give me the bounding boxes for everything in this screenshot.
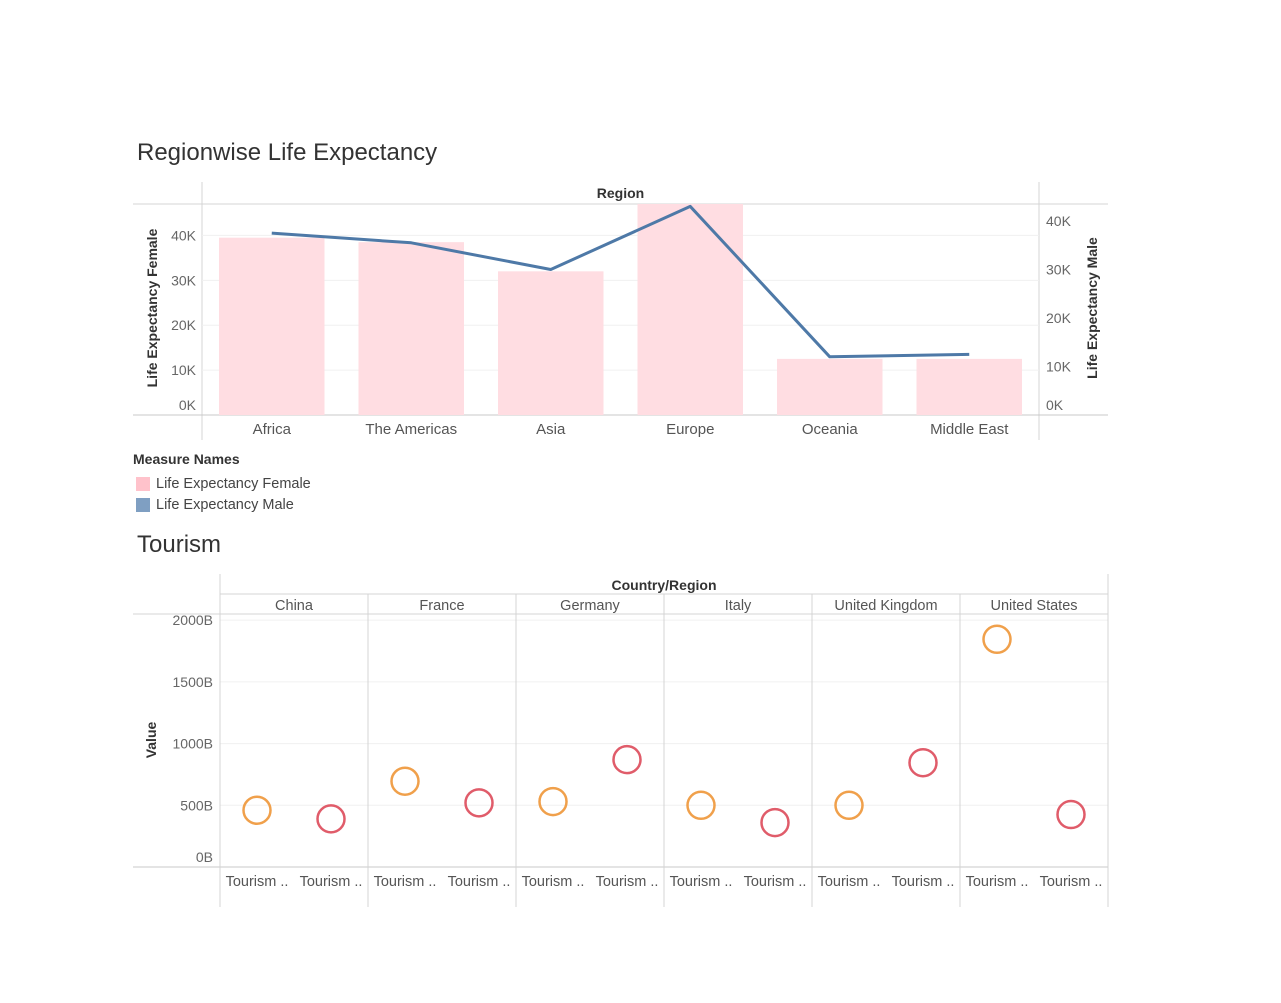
y-axis-title-right: Life Expectancy Male [1084, 237, 1100, 379]
column-header-region: Region [597, 185, 644, 201]
y-tick-right: 40K [1046, 213, 1072, 229]
point-italy-2 [760, 807, 790, 838]
x-tick-the-americas: The Americas [365, 421, 457, 438]
x-tick-germany-1: Tourism .. [522, 874, 585, 890]
y-tick-left: 30K [171, 272, 197, 288]
y-tick: 500B [180, 797, 213, 813]
panel-header-france: France [419, 598, 464, 614]
point-united-kingdom-1 [834, 790, 864, 821]
point-united-kingdom-2 [908, 747, 938, 778]
y-tick-right: 0K [1046, 397, 1064, 413]
x-tick-united-kingdom-1: Tourism .. [818, 874, 881, 890]
x-tick-italy-1: Tourism .. [670, 874, 733, 890]
y-tick-right: 20K [1046, 310, 1072, 326]
y-tick-right: 10K [1046, 358, 1072, 374]
bar-the-americas [358, 242, 464, 415]
panel-header-united-states: United States [990, 598, 1077, 614]
x-tick-oceania: Oceania [802, 421, 859, 438]
x-tick-europe: Europe [666, 421, 714, 438]
y-axis-title-left: Life Expectancy Female [144, 228, 160, 387]
bar-africa [219, 237, 325, 415]
point-china-1 [242, 795, 272, 825]
x-tick-united-states-2: Tourism .. [1040, 874, 1103, 890]
y-tick: 1000B [173, 736, 213, 752]
point-france-2 [464, 788, 494, 818]
point-germany-2 [612, 744, 642, 775]
x-tick-china-2: Tourism .. [300, 874, 363, 890]
y-tick-right: 30K [1046, 261, 1072, 277]
legend-swatch-male [136, 497, 150, 512]
bar-asia [498, 271, 604, 415]
column-header-country: Country/Region [612, 577, 717, 593]
legend-label-male: Life Expectancy Male [156, 496, 294, 513]
y-tick: 1500B [173, 674, 213, 690]
point-france-1 [390, 766, 420, 796]
legend: Measure Names Life Expectancy Female Lif… [133, 451, 311, 515]
chart-title-life-expectancy: Regionwise Life Expectancy [137, 139, 438, 166]
x-tick-china-1: Tourism .. [226, 874, 289, 890]
point-china-2 [316, 804, 346, 834]
line-life-expectancy-male [271, 204, 970, 359]
x-tick-france-1: Tourism .. [374, 874, 437, 890]
chart-title-tourism: Tourism [137, 531, 222, 558]
x-tick-united-kingdom-2: Tourism .. [892, 874, 955, 890]
legend-item-male[interactable]: Life Expectancy Male [133, 494, 311, 515]
legend-label-female: Life Expectancy Female [156, 475, 311, 492]
bar-oceania [777, 358, 883, 415]
y-tick-left: 10K [171, 362, 197, 378]
y-tick-left: 40K [171, 227, 197, 243]
panel-header-italy: Italy [725, 598, 752, 614]
x-tick-italy-2: Tourism .. [744, 874, 807, 890]
x-tick-asia: Asia [536, 421, 566, 438]
y-tick: 0B [196, 849, 213, 865]
x-tick-middle-east: Middle East [930, 421, 1009, 438]
y-tick-left: 20K [171, 317, 197, 333]
panel-header-china: China [275, 598, 314, 614]
legend-title: Measure Names [133, 451, 240, 467]
y-axis-title: Value [143, 722, 159, 759]
point-italy-1 [686, 790, 716, 821]
x-tick-germany-2: Tourism .. [596, 874, 659, 890]
panel-header-germany: Germany [560, 598, 620, 614]
bar-europe [637, 204, 743, 415]
legend-swatch-female [136, 476, 150, 491]
y-tick: 2000B [173, 612, 213, 628]
legend-item-female[interactable]: Life Expectancy Female [133, 473, 311, 494]
x-tick-africa: Africa [253, 421, 292, 438]
panel-header-united-kingdom: United Kingdom [834, 598, 937, 614]
x-tick-united-states-1: Tourism .. [966, 874, 1029, 890]
point-germany-1 [538, 786, 568, 817]
bar-middle-east [916, 358, 1022, 415]
y-tick-left: 0K [179, 397, 197, 413]
x-tick-france-2: Tourism .. [448, 874, 511, 890]
point-united-states-1 [982, 624, 1012, 655]
point-united-states-2 [1056, 799, 1086, 830]
